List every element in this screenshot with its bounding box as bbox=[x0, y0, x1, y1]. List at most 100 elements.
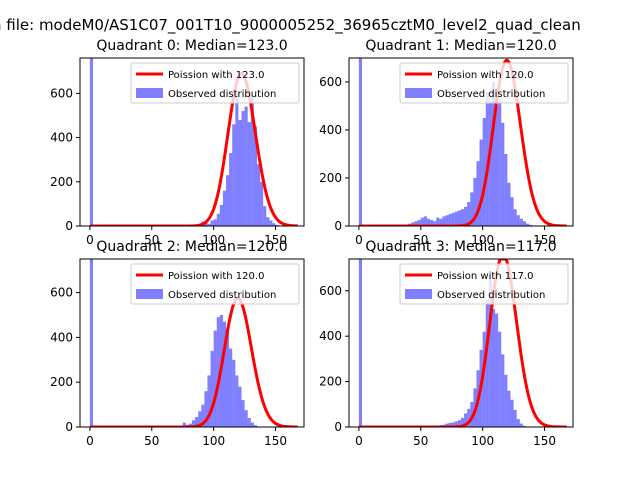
histogram-bar bbox=[253, 425, 257, 427]
legend-box bbox=[399, 62, 569, 104]
histogram-bar bbox=[414, 221, 418, 226]
histogram-bar bbox=[89, 259, 93, 427]
histogram-3 bbox=[358, 259, 530, 427]
histogram-bar bbox=[213, 219, 217, 226]
y-tick-label: 600 bbox=[319, 75, 342, 89]
x-tick-label: 50 bbox=[144, 233, 159, 247]
histogram-bar bbox=[464, 206, 468, 226]
histogram-bar bbox=[260, 181, 264, 226]
histogram-bar bbox=[207, 375, 211, 427]
histogram-bar bbox=[250, 95, 254, 226]
histogram-bar bbox=[226, 175, 230, 226]
x-tick-label: 150 bbox=[264, 233, 287, 247]
histogram-bar bbox=[207, 223, 211, 226]
histogram-bar bbox=[269, 220, 273, 226]
histogram-bar bbox=[445, 215, 449, 226]
legend-label-poisson: Poission with 120.0 bbox=[168, 271, 264, 282]
histogram-bar bbox=[501, 122, 505, 226]
histogram-bar bbox=[513, 409, 517, 427]
histogram-bar bbox=[204, 391, 208, 427]
histogram-bar bbox=[411, 222, 415, 226]
x-tick-label: 0 bbox=[355, 233, 363, 247]
histogram-bar bbox=[504, 374, 508, 427]
histogram-bar bbox=[488, 101, 492, 226]
x-tick-label: 150 bbox=[264, 434, 287, 448]
histogram-bar bbox=[467, 202, 471, 226]
histogram-bar bbox=[519, 423, 523, 427]
legend-label-observed: Observed distribution bbox=[437, 290, 545, 301]
legend-box bbox=[399, 263, 569, 305]
histogram-bar bbox=[430, 220, 434, 226]
x-tick-label: 0 bbox=[355, 434, 363, 448]
histogram-bar bbox=[226, 328, 230, 427]
histogram-bar bbox=[210, 220, 214, 226]
histogram-bar bbox=[213, 330, 217, 427]
histogram-bar bbox=[485, 299, 489, 427]
histogram-bar bbox=[525, 223, 530, 226]
y-tick-label: 0 bbox=[65, 420, 73, 434]
histogram-bar bbox=[510, 399, 514, 427]
histogram-bar bbox=[482, 331, 486, 427]
histogram-bar bbox=[229, 153, 233, 226]
legend-bar-swatch bbox=[136, 88, 163, 98]
histogram-bar bbox=[454, 421, 458, 427]
histogram-bar bbox=[461, 209, 465, 226]
histogram-bar bbox=[442, 216, 446, 226]
panel-1-title: Quadrant 1: Median=120.0 bbox=[365, 38, 556, 54]
histogram-bar bbox=[195, 416, 199, 427]
y-tick-label: 200 bbox=[319, 171, 342, 185]
histogram-bar bbox=[272, 223, 276, 226]
legend-bar-swatch bbox=[405, 88, 432, 98]
histogram-bar bbox=[241, 400, 245, 427]
histogram-bar bbox=[358, 259, 362, 427]
histogram-bar bbox=[420, 217, 424, 226]
histogram-bar bbox=[510, 197, 514, 226]
histogram-bar bbox=[247, 122, 251, 226]
y-tick-label: 0 bbox=[334, 219, 342, 233]
histogram-bar bbox=[464, 413, 468, 427]
histogram-bar bbox=[519, 218, 523, 226]
histogram-bar bbox=[417, 220, 421, 226]
histogram-bar bbox=[457, 420, 461, 427]
histogram-bar bbox=[516, 419, 520, 427]
histogram-bar bbox=[522, 221, 526, 226]
histogram-bar bbox=[433, 221, 437, 226]
histogram-bar bbox=[448, 214, 452, 226]
y-tick-label: 200 bbox=[50, 375, 73, 389]
histogram-bar bbox=[238, 119, 242, 226]
histogram-bar bbox=[253, 126, 257, 226]
histogram-bar bbox=[516, 215, 520, 226]
histogram-bar bbox=[426, 218, 431, 226]
histogram-0 bbox=[89, 58, 285, 226]
histogram-bar bbox=[491, 82, 496, 226]
histogram-bar bbox=[232, 359, 236, 427]
y-tick-label: 400 bbox=[319, 123, 342, 137]
histogram-bar bbox=[513, 209, 517, 226]
panel-3-title: Quadrant 3: Median=117.0 bbox=[365, 239, 556, 255]
legend-bar-swatch bbox=[405, 289, 432, 299]
histogram-bar bbox=[250, 422, 254, 427]
histogram-bar bbox=[222, 190, 227, 226]
histogram-bar bbox=[182, 422, 186, 427]
histogram-bar bbox=[235, 93, 239, 226]
x-tick-label: 100 bbox=[202, 434, 225, 448]
x-tick-label: 100 bbox=[471, 233, 494, 247]
axes-frame-1 bbox=[348, 57, 574, 227]
histogram-bar bbox=[358, 58, 362, 226]
y-tick-label: 600 bbox=[50, 286, 73, 300]
x-tick-label: 100 bbox=[202, 233, 225, 247]
histogram-bar bbox=[529, 224, 533, 226]
histogram-bar bbox=[501, 354, 505, 427]
histogram-bar bbox=[498, 331, 502, 427]
x-tick-label: 150 bbox=[533, 233, 556, 247]
x-tick-label: 0 bbox=[86, 233, 94, 247]
y-tick-label: 0 bbox=[65, 219, 73, 233]
x-tick-label: 100 bbox=[471, 434, 494, 448]
histogram-bar bbox=[192, 420, 196, 427]
y-tick-label: 400 bbox=[50, 330, 73, 344]
y-tick-label: 200 bbox=[319, 375, 342, 389]
panel-0: Quadrant 0: Median=123.0 0 50 100 150 0 200 400… bbox=[50, 38, 305, 247]
histogram-bar bbox=[247, 418, 251, 427]
x-tick-label: 0 bbox=[86, 434, 94, 448]
